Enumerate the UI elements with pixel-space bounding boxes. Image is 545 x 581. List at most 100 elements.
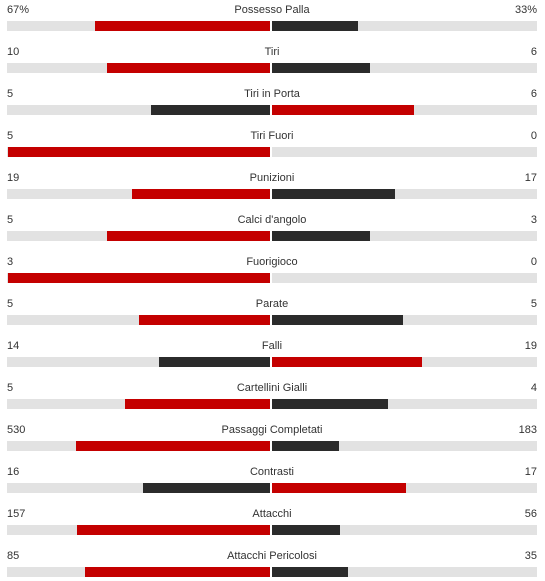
stat-label: Punizioni <box>249 172 295 184</box>
away-value: 35 <box>524 550 537 562</box>
away-value: 33% <box>514 4 537 16</box>
stat-label: Tiri <box>264 46 280 58</box>
bar-divider <box>270 357 272 367</box>
stat-row-shots: 10 Tiri 6 <box>7 44 537 73</box>
stat-row-free-kicks: 19 Punizioni 17 <box>7 170 537 199</box>
home-value: 3 <box>7 256 14 268</box>
home-bar <box>107 231 271 241</box>
away-bar <box>271 399 388 409</box>
home-bar <box>76 441 271 451</box>
away-value: 183 <box>518 424 537 436</box>
stat-row-attacks: 157 Attacchi 56 <box>7 506 537 535</box>
home-bar <box>159 357 271 367</box>
home-value: 85 <box>7 550 20 562</box>
stat-header: 5 Tiri Fuori 0 <box>7 128 537 144</box>
home-value: 5 <box>7 298 14 310</box>
stat-bar-track <box>7 483 537 493</box>
bar-divider <box>270 63 272 73</box>
stat-header: 10 Tiri 6 <box>7 44 537 60</box>
away-value: 3 <box>530 214 537 226</box>
home-value: 530 <box>7 424 26 436</box>
bar-divider <box>270 21 272 31</box>
stat-row-shots-off-target: 5 Tiri Fuori 0 <box>7 128 537 157</box>
stat-row-saves: 5 Parate 5 <box>7 296 537 325</box>
stat-header: 5 Tiri in Porta 6 <box>7 86 537 102</box>
stat-label: Tiri Fuori <box>250 130 294 142</box>
away-value: 4 <box>530 382 537 394</box>
away-value: 6 <box>530 88 537 100</box>
home-value: 5 <box>7 382 14 394</box>
stat-label: Parate <box>255 298 289 310</box>
home-value: 5 <box>7 88 14 100</box>
bar-divider <box>270 441 272 451</box>
away-bar <box>271 189 395 199</box>
away-bar <box>271 315 403 325</box>
away-bar <box>271 105 414 115</box>
bar-divider <box>270 147 272 157</box>
home-bar <box>107 63 271 73</box>
home-value: 157 <box>7 508 26 520</box>
stat-header: 14 Falli 19 <box>7 338 537 354</box>
stat-label: Attacchi <box>252 508 292 520</box>
home-bar <box>151 105 271 115</box>
away-value: 5 <box>530 298 537 310</box>
bar-divider <box>270 189 272 199</box>
stat-label: Contrasti <box>249 466 295 478</box>
away-value: 0 <box>530 130 537 142</box>
stat-bar-track <box>7 105 537 115</box>
bar-divider <box>270 567 272 577</box>
bar-divider <box>270 399 272 409</box>
bar-divider <box>270 273 272 283</box>
stat-label: Possesso Palla <box>234 4 310 16</box>
away-bar <box>271 525 340 535</box>
home-value: 19 <box>7 172 20 184</box>
home-bar <box>85 567 271 577</box>
away-bar <box>271 357 422 367</box>
stat-header: 67% Possesso Palla 33% <box>7 2 537 18</box>
stat-row-offsides: 3 Fuorigioco 0 <box>7 254 537 283</box>
away-bar <box>271 483 406 493</box>
stat-label: Calci d'angolo <box>237 214 307 226</box>
home-bar <box>143 483 271 493</box>
stat-header: 5 Parate 5 <box>7 296 537 312</box>
stat-label: Cartellini Gialli <box>236 382 308 394</box>
stat-label: Tiri in Porta <box>244 88 300 100</box>
stat-bar-track <box>7 567 537 577</box>
stat-bar-track <box>7 189 537 199</box>
away-bar <box>271 441 339 451</box>
stat-label: Falli <box>261 340 283 352</box>
away-value: 6 <box>530 46 537 58</box>
bar-divider <box>270 105 272 115</box>
stat-bar-track <box>7 357 537 367</box>
stat-row-shots-on-target: 5 Tiri in Porta 6 <box>7 86 537 115</box>
stat-header: 3 Fuorigioco 0 <box>7 254 537 270</box>
stat-header: 16 Contrasti 17 <box>7 464 537 480</box>
away-value: 0 <box>530 256 537 268</box>
home-value: 14 <box>7 340 20 352</box>
stat-header: 157 Attacchi 56 <box>7 506 537 522</box>
stat-bar-track <box>7 399 537 409</box>
away-value: 19 <box>524 340 537 352</box>
home-value: 16 <box>7 466 20 478</box>
away-bar <box>271 63 370 73</box>
stat-row-completed-passes: 530 Passaggi Completati 183 <box>7 422 537 451</box>
home-bar <box>132 189 271 199</box>
away-bar <box>271 567 348 577</box>
stat-row-fouls: 14 Falli 19 <box>7 338 537 367</box>
bar-divider <box>270 525 272 535</box>
bar-divider <box>270 231 272 241</box>
home-value: 10 <box>7 46 20 58</box>
home-value: 67% <box>7 4 30 16</box>
stat-row-tackles: 16 Contrasti 17 <box>7 464 537 493</box>
bar-divider <box>270 315 272 325</box>
stat-label: Passaggi Completati <box>221 424 323 436</box>
stat-bar-track <box>7 525 537 535</box>
away-value: 17 <box>524 466 537 478</box>
home-bar <box>125 399 271 409</box>
home-value: 5 <box>7 214 14 226</box>
stat-bar-track <box>7 147 537 157</box>
stat-row-yellow-cards: 5 Cartellini Gialli 4 <box>7 380 537 409</box>
stat-header: 85 Attacchi Pericolosi 35 <box>7 548 537 564</box>
stat-bar-track <box>7 441 537 451</box>
home-bar <box>8 273 271 283</box>
